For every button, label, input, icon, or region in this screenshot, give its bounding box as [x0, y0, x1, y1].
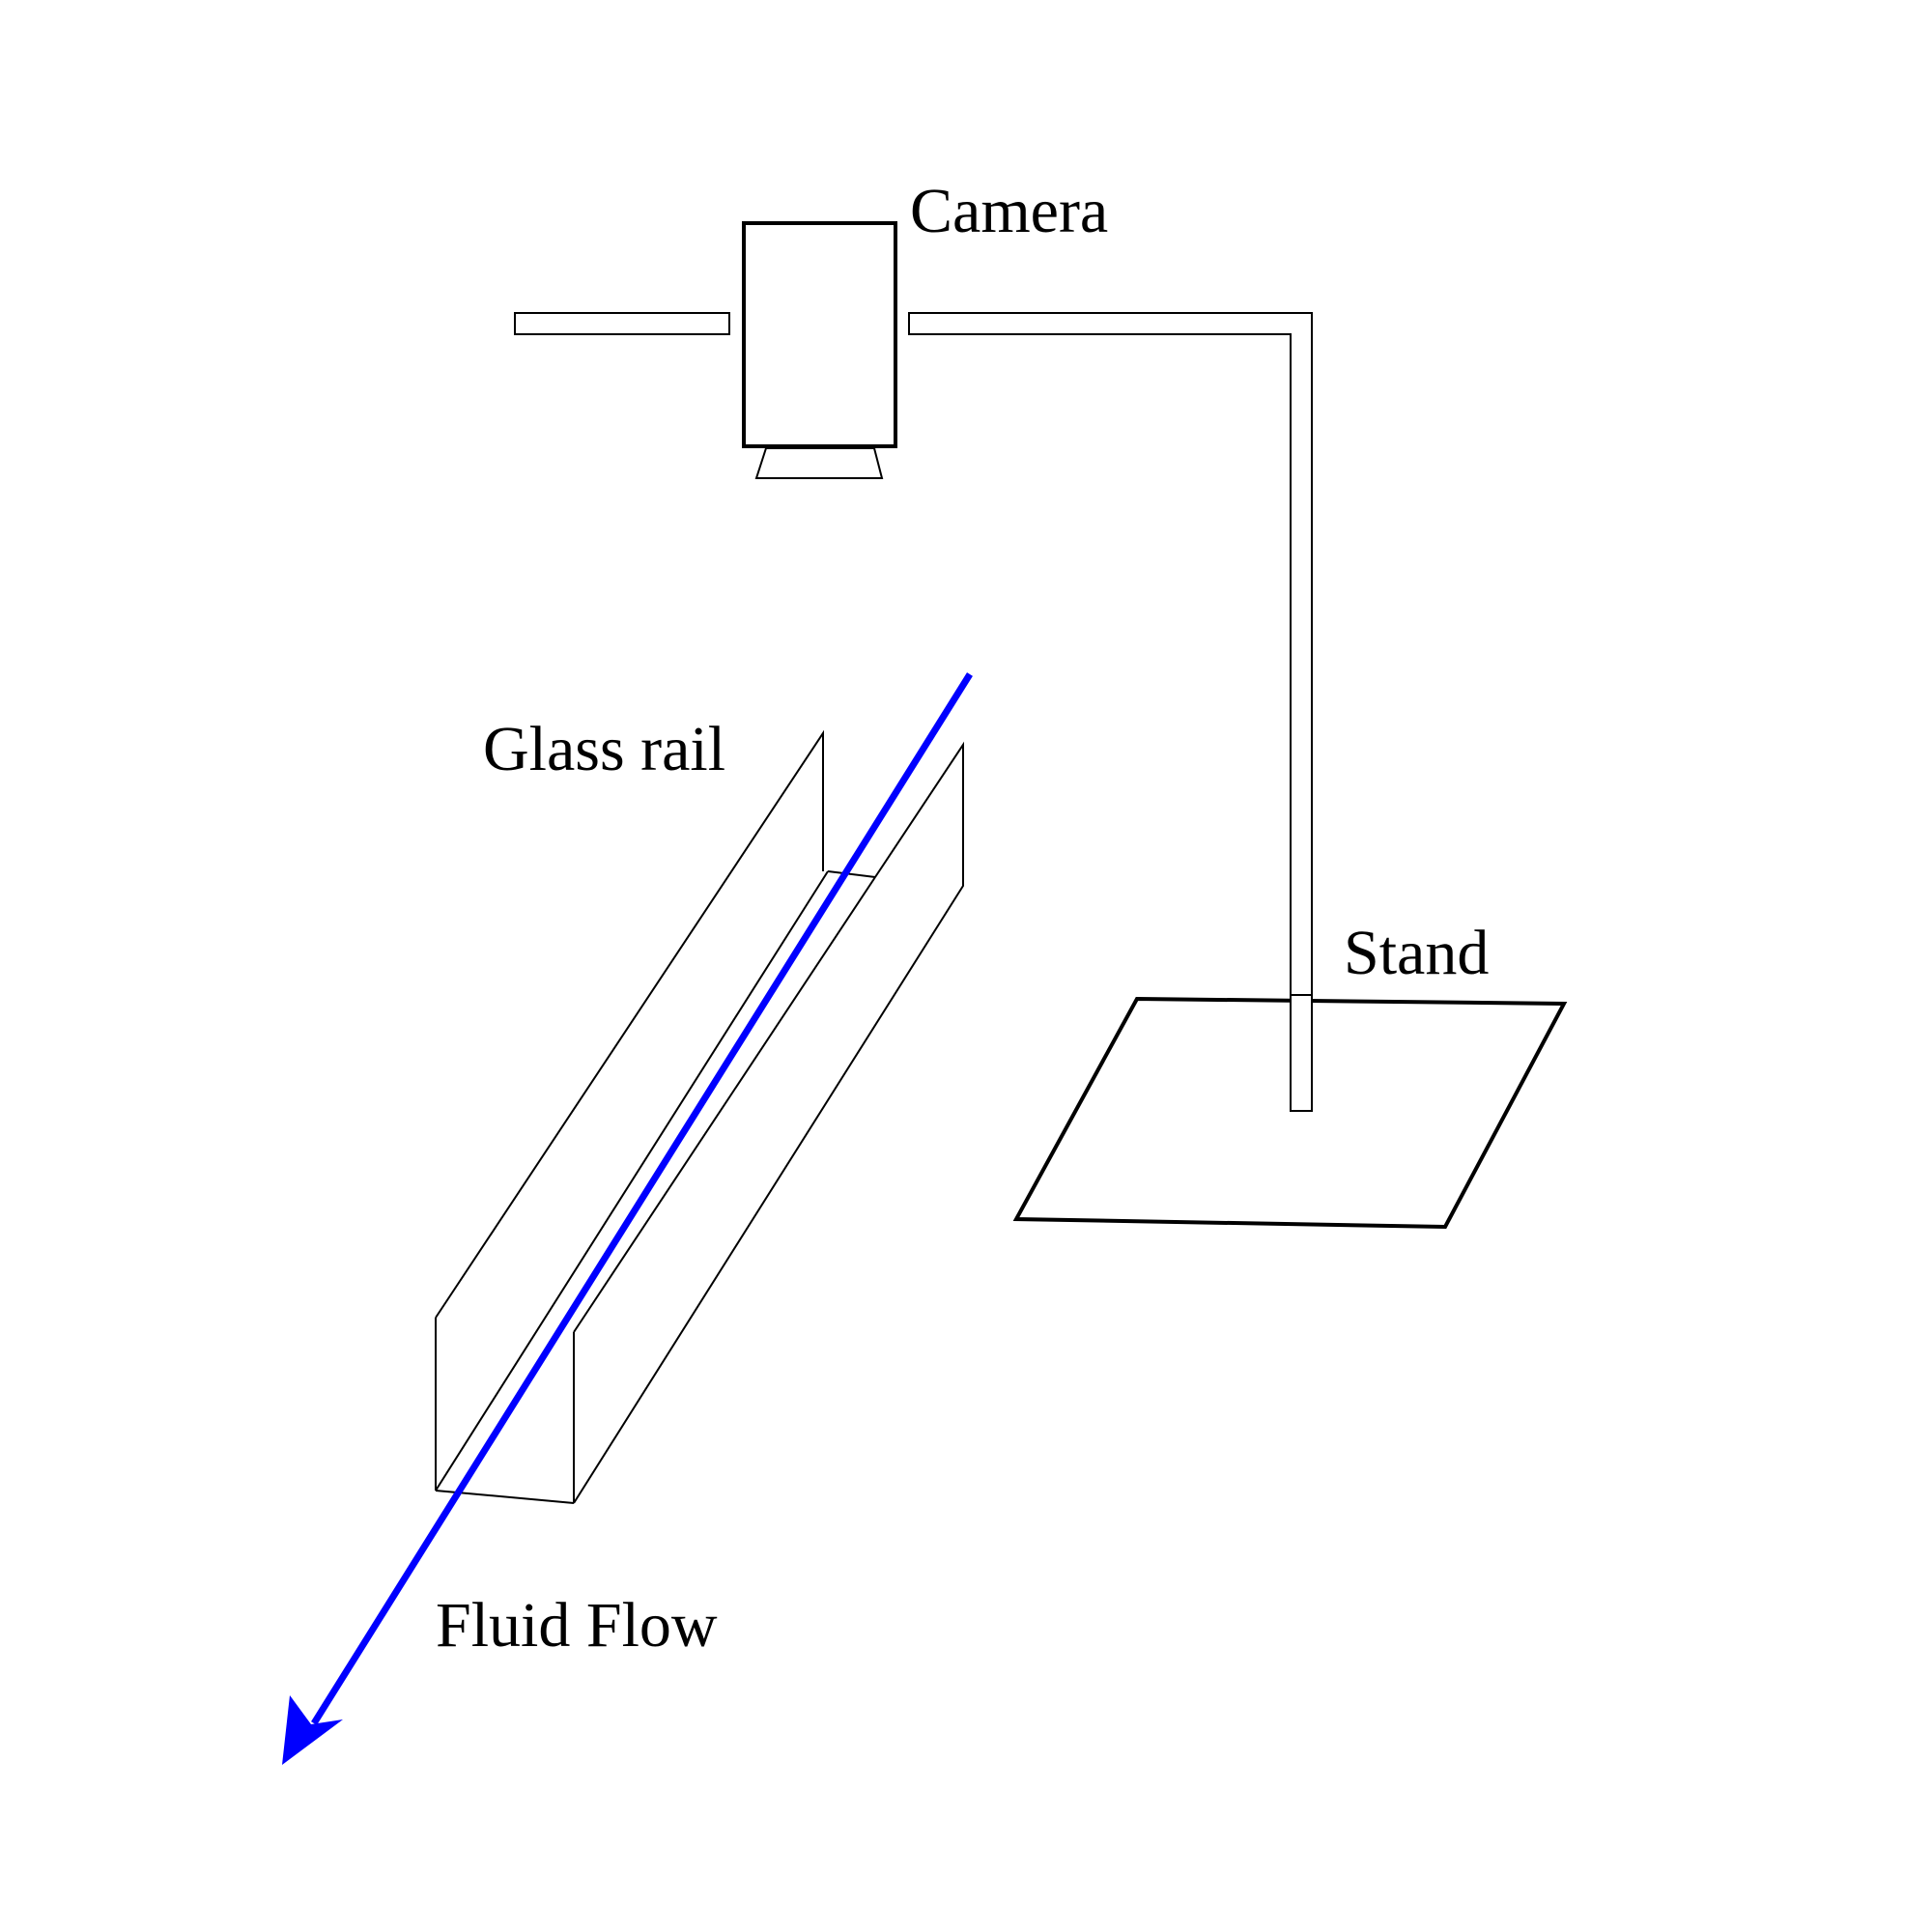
stand-base: [1012, 996, 1568, 1230]
camera-label: Camera: [910, 176, 1108, 246]
glass-rail-back-floor-edge: [827, 870, 876, 878]
stand-pole: [1290, 994, 1313, 1112]
camera-lens: [754, 447, 884, 479]
glass-rail-floor-edge-left: [435, 870, 829, 1492]
glass-rail-floor-edge-right: [573, 876, 876, 1333]
stand-label: Stand: [1344, 918, 1489, 988]
glass-rail-label: Glass rail: [483, 714, 725, 784]
stand-arm: [908, 312, 1313, 1112]
fluid-flow-arrow-shaft: [311, 672, 973, 1725]
glass-rail: [435, 729, 964, 1504]
fluid-flow-arrow-head: [282, 1695, 343, 1765]
fluid-flow-arrow: [282, 672, 973, 1765]
glass-rail-right-wall: [573, 741, 964, 1504]
fluid-flow-label: Fluid Flow: [436, 1590, 718, 1661]
camera-body: [742, 221, 897, 448]
glass-rail-left-wall: [435, 729, 824, 1319]
camera-arm-left: [514, 312, 730, 335]
